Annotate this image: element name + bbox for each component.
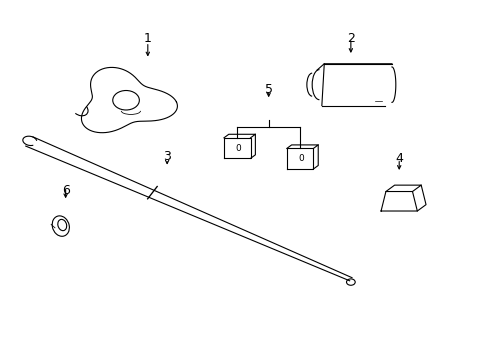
Text: 0: 0 xyxy=(235,144,241,153)
Text: 5: 5 xyxy=(264,83,272,96)
Text: 3: 3 xyxy=(163,150,171,163)
Text: 0: 0 xyxy=(298,154,304,163)
Text: 1: 1 xyxy=(143,32,151,45)
Text: 6: 6 xyxy=(61,184,69,197)
Text: 2: 2 xyxy=(346,32,354,45)
Text: 4: 4 xyxy=(394,152,402,165)
